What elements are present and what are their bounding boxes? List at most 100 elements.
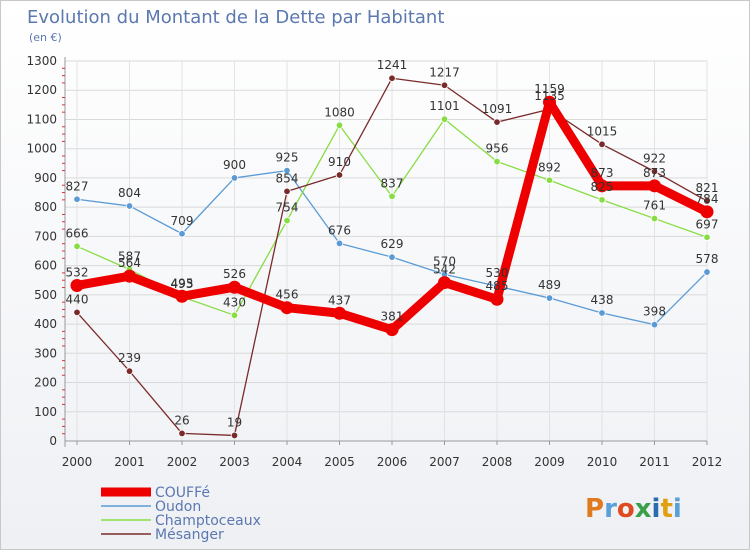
logo-text: Proxiti [585,494,682,524]
data-label-m-sanger: 922 [643,151,666,165]
x-tick-label: 2012 [692,455,723,469]
data-label-couff-: 564 [118,256,141,270]
point-m-sanger [440,81,449,89]
logo-letter: i [673,494,682,524]
point-couff- [175,289,189,303]
data-label-m-sanger: 821 [696,181,719,195]
data-label-couff-: 381 [381,310,404,324]
data-label-champtoceaux: 587 [118,249,141,263]
point-m-sanger [650,167,659,176]
logo-letter: o [617,494,635,524]
logo-letter: r [604,494,617,524]
data-label-couff-: 784 [696,192,719,206]
x-tick-label: 2008 [482,455,513,469]
legend-label: Mésanger [155,527,224,543]
data-label-m-sanger: 26 [174,413,189,427]
point-oudon [178,230,186,238]
y-tick-label: 300 [34,346,57,360]
data-label-champtoceaux: 825 [591,180,614,194]
point-champtoceaux [598,196,606,204]
point-couff- [543,95,556,109]
legend-item-m-sanger: Mésanger [101,527,224,543]
data-label-m-sanger: 854 [276,171,299,185]
data-label-champtoceaux: 666 [66,226,89,240]
data-label-oudon: 489 [538,278,561,292]
y-tick-label: 500 [34,288,57,302]
series-m-sanger [73,74,711,440]
point-m-sanger [73,308,81,317]
point-oudon [230,174,239,182]
point-m-sanger [283,187,291,196]
x-tick-label: 2000 [62,455,93,469]
data-label-champtoceaux: 754 [276,201,299,215]
data-label-m-sanger: 1015 [587,124,618,138]
point-m-sanger [125,367,134,375]
data-label-champtoceaux: 761 [643,199,666,213]
point-couff- [228,280,241,294]
point-m-sanger [493,118,501,126]
legend-label: COUFFé [155,485,210,501]
point-champtoceaux [73,242,81,251]
x-tick-label: 2010 [587,455,618,469]
x-tick-label: 2001 [114,455,145,469]
point-oudon [703,268,711,276]
data-label-oudon: 570 [433,254,456,268]
logo-letter: x [635,494,652,524]
data-label-oudon: 629 [381,237,404,251]
point-oudon [388,253,396,261]
data-label-champtoceaux: 1080 [324,105,355,119]
point-oudon [73,195,81,203]
data-label-champtoceaux: 697 [696,217,719,231]
logo-letter: t [660,494,672,524]
data-label-m-sanger: 1091 [482,102,513,116]
point-oudon [650,320,659,329]
data-label-champtoceaux: 430 [223,295,246,309]
legend-item-oudon: Oudon [101,499,201,515]
legend-label: Champtoceaux [155,513,261,529]
y-tick-label: 200 [34,376,57,390]
point-oudon [283,166,291,175]
y-tick-label: 400 [34,317,57,331]
y-tick-label: 800 [34,200,57,214]
y-tick-label: 700 [34,229,57,243]
point-couff- [595,179,609,193]
data-label-couff-: 495 [171,276,194,290]
y-tick-label: 0 [49,434,57,448]
x-tick-label: 2004 [272,455,303,469]
data-label-couff-: 485 [486,279,509,293]
y-tick-label: 100 [34,405,57,419]
x-tick-label: 2003 [219,455,250,469]
data-label-m-sanger: 440 [66,292,89,306]
data-label-m-sanger: 1217 [429,65,460,79]
point-m-sanger [598,140,606,149]
chart-title: Evolution du Montant de la Dette par Hab… [27,7,444,28]
point-m-sanger [703,197,711,205]
x-tick-label: 2009 [534,455,565,469]
data-label-m-sanger: 19 [227,415,242,429]
data-label-m-sanger: 1135 [534,89,565,103]
y-tick-label: 1000 [26,142,57,156]
data-label-champtoceaux: 956 [486,142,509,156]
data-label-m-sanger: 910 [328,155,351,169]
legend-item-champtoceaux: Champtoceaux [101,513,261,529]
data-label-couff-: 873 [591,166,614,180]
point-oudon [545,294,554,302]
point-m-sanger [388,74,396,82]
point-couff- [438,276,451,290]
point-couff- [333,306,346,320]
y-tick-label: 900 [34,171,57,185]
point-couff- [648,179,661,193]
data-label-oudon: 676 [328,223,351,237]
x-tick-label: 2011 [639,455,670,469]
point-champtoceaux [493,157,501,166]
point-couff- [700,205,714,219]
point-couff- [490,292,504,306]
point-champtoceaux [283,216,291,225]
point-couff- [280,301,294,315]
data-labels: 827 804 709 900 925 676 629 570 530 489 438 398 578 6… [66,58,719,429]
data-label-couff-: 1159 [534,82,565,96]
data-label-champtoceaux: 892 [538,160,561,174]
series-couff- [70,95,714,337]
